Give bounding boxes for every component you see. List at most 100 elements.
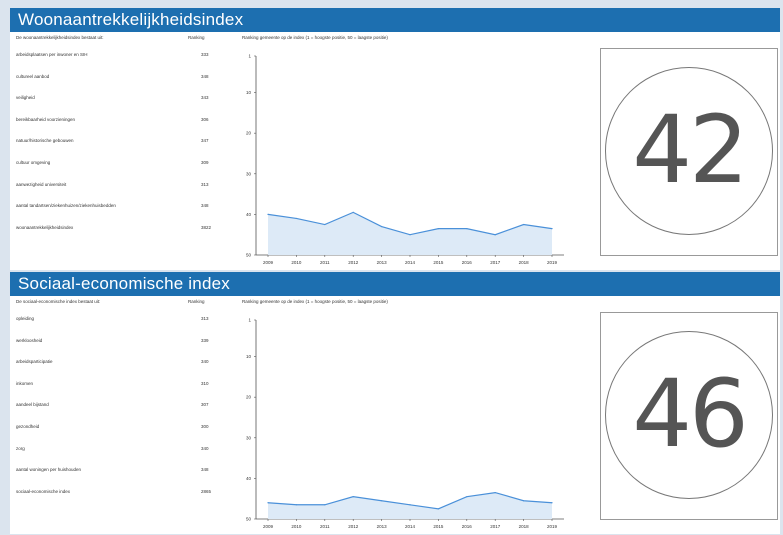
rank-header: Ranking xyxy=(188,299,205,304)
x-tick-label: 2012 xyxy=(348,260,359,265)
x-tick-label: 2017 xyxy=(490,524,501,529)
y-tick-label: 30 xyxy=(246,435,252,440)
x-tick-label: 2013 xyxy=(377,260,388,265)
component-label: arbeidsparticipatie xyxy=(16,359,53,365)
list-item: cultureel aanbod 348 xyxy=(16,74,226,96)
x-tick-label: 2016 xyxy=(462,524,473,529)
component-ranking: 3822 xyxy=(201,224,212,230)
component-label: arbeidsplaatsen per inwoner en SIH xyxy=(16,52,88,57)
y-tick-label: 20 xyxy=(246,395,252,400)
score-circle: 46 xyxy=(605,331,773,499)
list-item: aandeel bijstand 307 xyxy=(16,402,226,424)
x-tick-label: 2015 xyxy=(433,260,444,265)
component-ranking: 343 xyxy=(201,95,209,101)
data-point xyxy=(466,228,468,230)
index-component-list: arbeidsplaatsen per inwoner en SIH 333 cu… xyxy=(16,52,226,246)
data-point xyxy=(267,213,269,215)
data-point xyxy=(324,223,326,226)
component-label: natuur/historische gebouwen xyxy=(16,138,74,144)
component-ranking: 348 xyxy=(201,467,209,473)
data-point xyxy=(551,502,553,504)
line-chart-svg: 1 10 20 30 40 50 2009 2010 2011 2012 2013 2014 2015 2… xyxy=(246,54,564,265)
data-point xyxy=(352,496,354,498)
component-ranking: 2865 xyxy=(201,488,212,494)
data-point xyxy=(466,496,468,498)
score-box: 46 xyxy=(600,312,778,520)
x-tick-label: 2010 xyxy=(291,260,302,265)
component-ranking: 340 xyxy=(201,359,209,365)
data-point xyxy=(494,492,496,494)
data-point xyxy=(295,217,297,220)
data-point xyxy=(437,228,439,230)
x-tick-label: 2018 xyxy=(519,260,530,265)
y-tick-label: 20 xyxy=(246,131,252,136)
y-tick-label: 1 xyxy=(248,54,251,59)
list-item: cultuur omgeving 309 xyxy=(16,160,226,182)
x-tick-label: 2016 xyxy=(462,260,473,265)
component-ranking: 309 xyxy=(201,159,209,165)
list-item: gezondheid 300 xyxy=(16,424,226,446)
component-label: cultuur omgeving xyxy=(16,159,51,165)
x-tick-label: 2019 xyxy=(547,260,558,265)
panel-title: Woonaantrekkelijkheidsindex xyxy=(10,8,780,32)
list-item: werkloosheid 339 xyxy=(16,338,226,360)
component-ranking: 300 xyxy=(201,423,209,429)
y-tick-label: 1 xyxy=(248,318,251,323)
list-item: aanwezigheid universiteit 313 xyxy=(16,182,226,204)
x-tick-label: 2017 xyxy=(490,260,501,265)
panel-woonaantrekkelijkheid: Woonaantrekkelijkheidsindex De woonaantr… xyxy=(10,8,780,270)
index-component-list: opleiding 313 werkloosheid 339 arbeidspart… xyxy=(16,316,226,510)
y-tick-label: 50 xyxy=(246,517,252,522)
y-tick-label: 40 xyxy=(246,212,252,217)
data-point xyxy=(437,508,439,510)
series-area xyxy=(268,492,552,519)
list-item: arbeidsplaatsen per inwoner en SIH 333 xyxy=(16,52,226,74)
x-tick-label: 2018 xyxy=(519,524,530,529)
data-point xyxy=(295,504,297,506)
score-value: 42 xyxy=(632,96,749,205)
component-label: gezondheid xyxy=(16,423,40,429)
list-item: sociaal-economische index 2865 xyxy=(16,489,226,511)
rank-header: Ranking xyxy=(188,35,205,40)
list-item: veiligheid 343 xyxy=(16,95,226,117)
component-label: aantal tandartsen/ziekenhuizen/ziekenhui… xyxy=(16,203,116,209)
score-box: 42 xyxy=(600,48,778,256)
chart-header: Ranking gemeente op de index (1 = hoogst… xyxy=(242,35,388,40)
data-point xyxy=(409,234,411,236)
rows-header: De woonaantrekkelijkheidsindex bestaat u… xyxy=(16,35,104,40)
y-tick-label: 10 xyxy=(246,354,252,359)
component-ranking: 348 xyxy=(201,73,209,79)
data-point xyxy=(381,500,383,502)
x-tick-label: 2011 xyxy=(320,260,330,265)
data-point xyxy=(352,211,354,213)
x-tick-label: 2014 xyxy=(405,260,416,265)
component-label: woonaantrekkelijkheidsindex xyxy=(16,224,74,230)
component-label: werkloosheid xyxy=(16,337,43,343)
list-item: arbeidsparticipatie 340 xyxy=(16,359,226,381)
list-item: zorg 340 xyxy=(16,446,226,468)
component-ranking: 347 xyxy=(201,138,209,144)
ranking-line-chart: 1 10 20 30 40 50 2009 2010 2011 2012 2013 2014 2015 2… xyxy=(238,308,573,533)
component-label: opleiding xyxy=(16,316,35,321)
x-tick-label: 2009 xyxy=(263,260,274,265)
data-point xyxy=(551,228,553,230)
x-tick-label: 2015 xyxy=(433,524,444,529)
x-tick-label: 2013 xyxy=(377,524,388,529)
data-point xyxy=(494,234,496,236)
component-label: sociaal-economische index xyxy=(16,488,71,494)
list-item: inkomen 310 xyxy=(16,381,226,403)
component-label: aantal woningen per huishouden xyxy=(16,467,82,473)
y-tick-label: 50 xyxy=(246,253,252,258)
list-item: aantal woningen per huishouden 348 xyxy=(16,467,226,489)
component-ranking: 340 xyxy=(201,445,209,451)
component-label: aanwezigheid universiteit xyxy=(16,181,67,187)
component-label: zorg xyxy=(16,445,25,451)
x-tick-label: 2009 xyxy=(263,524,274,529)
component-ranking: 339 xyxy=(201,337,209,343)
component-ranking: 307 xyxy=(201,402,209,408)
data-point xyxy=(324,504,326,506)
data-point xyxy=(409,504,411,506)
list-item: natuur/historische gebouwen 347 xyxy=(16,138,226,160)
component-ranking: 306 xyxy=(201,116,209,122)
x-tick-label: 2012 xyxy=(348,524,359,529)
